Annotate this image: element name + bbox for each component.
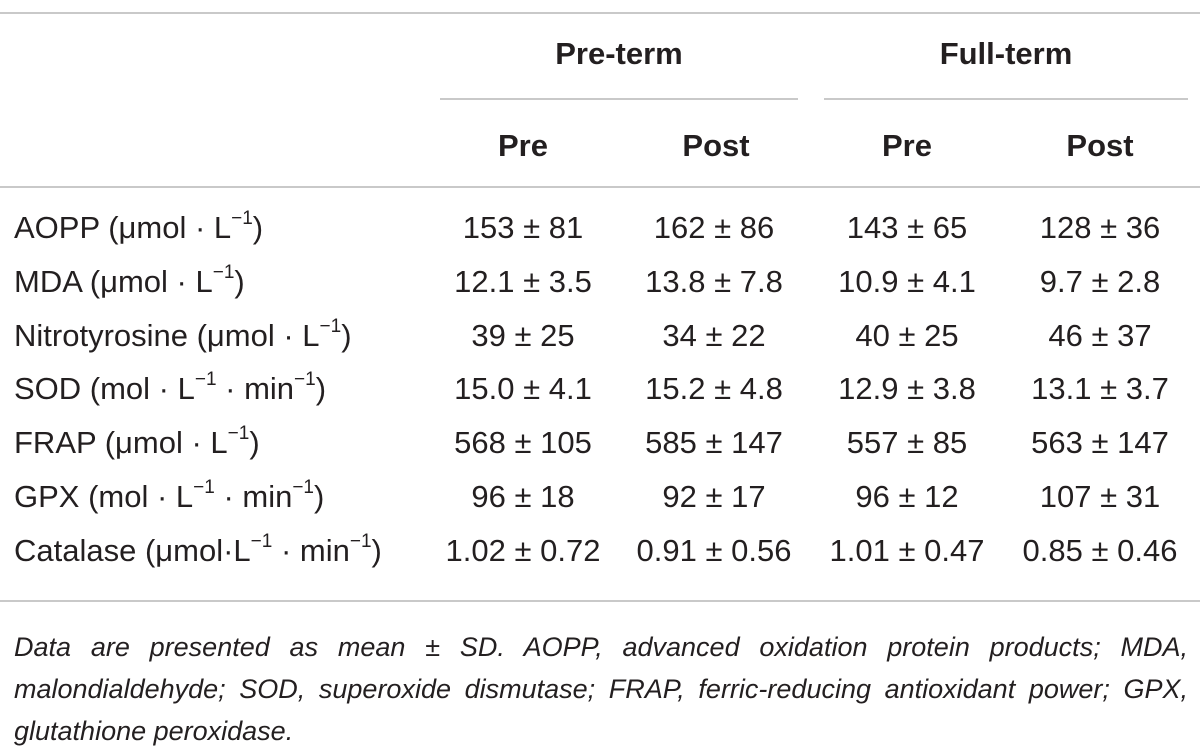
row-label-text: ) (315, 371, 327, 406)
group-rule-preterm (440, 98, 798, 100)
table-cell: 568 ± 105 (454, 425, 592, 460)
row-label-superscript: −1 (193, 476, 215, 498)
table-cell: 34 ± 22 (662, 318, 766, 353)
table-cell: 15.2 ± 4.8 (645, 371, 783, 406)
row-label: Catalase (μmol·L−1 · min−1) (14, 530, 382, 569)
row-label-superscript: −1 (194, 368, 217, 390)
table-footnote: Data are presented as mean ± SD. AOPP, a… (14, 632, 1188, 746)
table-cell: 96 ± 12 (855, 479, 959, 514)
subheader-preterm-pre: Pre (498, 128, 548, 163)
row-label: Nitrotyrosine (μmol · L−1) (14, 315, 352, 354)
row-label-text: ) (249, 425, 260, 460)
table-cell: 10.9 ± 4.1 (838, 264, 976, 299)
row-label-text: Nitrotyrosine (μmol · L (14, 318, 320, 353)
table-cell: 107 ± 31 (1039, 479, 1161, 514)
table-cell: 92 ± 17 (662, 479, 766, 514)
row-label-text: · min (214, 479, 293, 514)
table-cell: 12.1 ± 3.5 (454, 264, 592, 299)
row-label-text: · min (216, 371, 295, 406)
table-cell: 557 ± 85 (846, 425, 968, 460)
table-cell: 40 ± 25 (855, 318, 959, 353)
subheader-fullterm-pre: Pre (882, 128, 932, 163)
row-label: AOPP (μmol · L−1) (14, 207, 264, 246)
row-label-text: ) (234, 264, 245, 299)
table-cell: 12.9 ± 3.8 (838, 371, 976, 406)
table-cell: 0.91 ± 0.56 (636, 533, 792, 568)
row-label: MDA (μmol · L−1) (14, 261, 245, 300)
table-cell: 563 ± 147 (1031, 425, 1169, 460)
table-cell: 9.7 ± 2.8 (1039, 264, 1161, 299)
group-rule-fullterm (824, 98, 1188, 100)
row-label-superscript: −1 (250, 530, 273, 552)
table-cell: 46 ± 37 (1048, 318, 1152, 353)
subheader-fullterm-post: Post (1066, 128, 1134, 163)
row-label-superscript: −1 (319, 315, 342, 337)
row-label-text: GPX (mol · L (14, 479, 194, 514)
table-cell: 13.8 ± 7.8 (645, 264, 783, 299)
row-label: SOD (mol · L−1 · min−1) (14, 368, 327, 407)
row-label: FRAP (μmol · L−1) (14, 422, 260, 461)
row-label-superscript: −1 (231, 207, 253, 229)
row-label-text: FRAP (μmol · L (14, 425, 228, 460)
table-cell: 15.0 ± 4.1 (454, 371, 592, 406)
table-cell: 585 ± 147 (645, 425, 783, 460)
subheader-preterm-post: Post (682, 128, 750, 163)
row-label-text: AOPP (μmol · L (14, 210, 232, 245)
top-rule (0, 12, 1200, 14)
table-cell: 0.85 ± 0.46 (1022, 533, 1178, 568)
group-header-preterm: Pre-term (555, 36, 683, 71)
row-label-text: ) (371, 533, 382, 568)
table-cell: 162 ± 86 (653, 210, 775, 245)
header-rule (0, 186, 1200, 188)
table-cell: 153 ± 81 (462, 210, 584, 245)
table-cell: 1.01 ± 0.47 (829, 533, 985, 568)
row-label-superscript: −1 (292, 476, 314, 498)
row-label-text: · min (272, 533, 350, 568)
bottom-rule (0, 600, 1200, 602)
row-label: GPX (mol · L−1 · min−1) (14, 476, 325, 515)
row-label-text: Catalase (μmol·L (14, 533, 251, 568)
table-cell: 1.02 ± 0.72 (445, 533, 601, 568)
row-label-superscript: −1 (212, 261, 235, 283)
row-label-text: ) (341, 318, 352, 353)
table-cell: 128 ± 36 (1039, 210, 1161, 245)
table-cell: 96 ± 18 (471, 479, 575, 514)
table-cell: 13.1 ± 3.7 (1031, 371, 1169, 406)
row-label-superscript: −1 (294, 368, 316, 390)
table-cell: 143 ± 65 (846, 210, 968, 245)
row-label-text: ) (252, 210, 264, 245)
row-label-text: ) (314, 479, 325, 514)
table-cell: 39 ± 25 (471, 318, 575, 353)
row-label-superscript: −1 (227, 422, 250, 444)
row-label-text: SOD (mol · L (14, 371, 195, 406)
group-header-fullterm: Full-term (939, 36, 1073, 71)
row-label-text: MDA (μmol · L (14, 264, 213, 299)
row-label-superscript: −1 (349, 530, 372, 552)
